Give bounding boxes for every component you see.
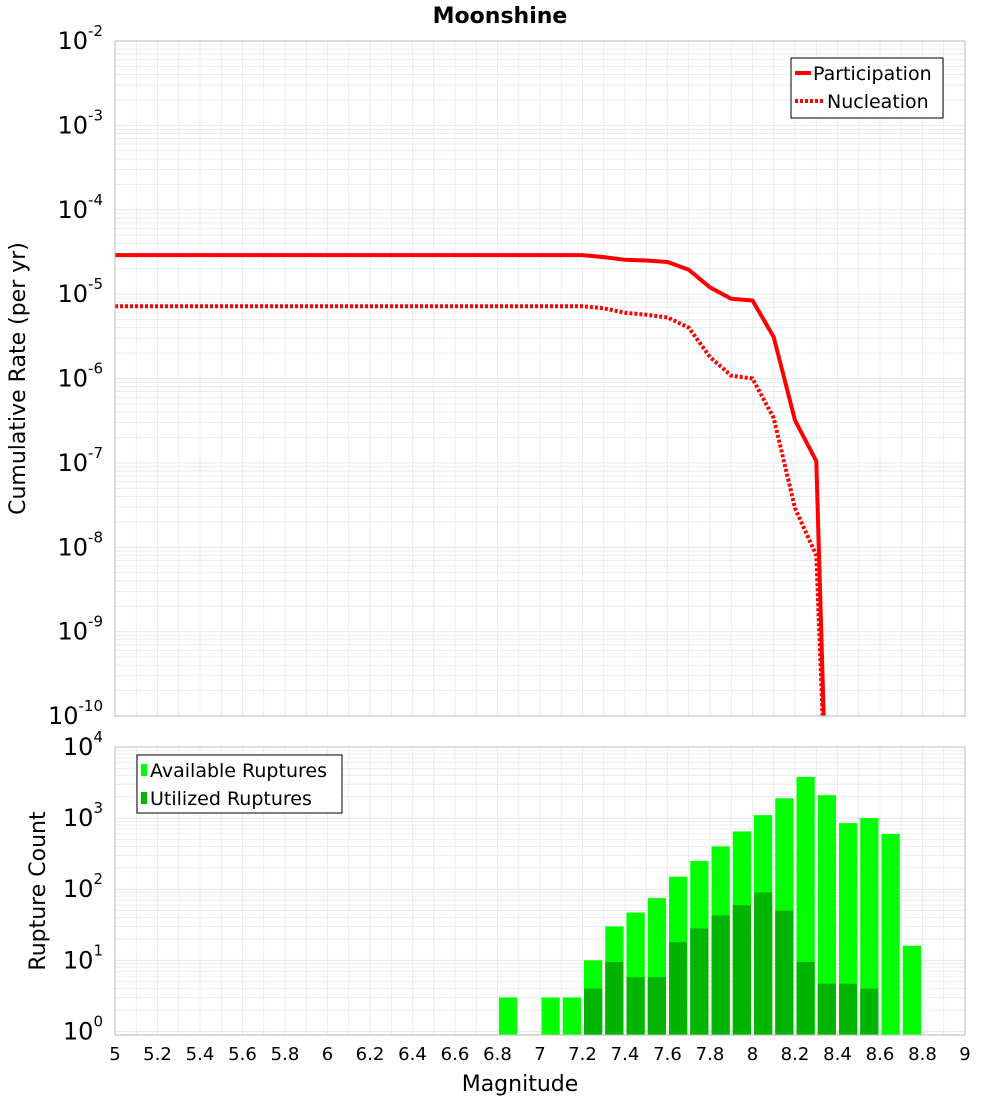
xtick-label: 6.2 — [356, 1044, 385, 1065]
bar-available — [562, 997, 581, 1035]
bar-utilized — [711, 915, 730, 1035]
bar-utilized — [647, 977, 666, 1035]
legend-swatch-available-ruptures — [141, 764, 147, 776]
bar-available — [839, 823, 858, 1035]
xtick-label: 8.6 — [866, 1044, 895, 1065]
xtick-label: 7.6 — [653, 1044, 682, 1065]
bar-utilized — [732, 904, 751, 1035]
xtick-label: 9 — [959, 1044, 970, 1065]
count-ytick-label: 101 — [63, 941, 103, 974]
xtick-label: 8.4 — [823, 1044, 852, 1065]
bar-available — [881, 833, 900, 1035]
rate-ylabel: Cumulative Rate (per yr) — [6, 242, 31, 515]
xtick-label: 7.2 — [568, 1044, 597, 1065]
series-line-nucleation — [115, 304, 825, 717]
bar-utilized — [626, 977, 645, 1035]
xtick-label: 7.8 — [696, 1044, 725, 1065]
bar-available — [902, 945, 921, 1035]
bar-utilized — [669, 942, 688, 1035]
bar-utilized — [605, 961, 624, 1035]
bar-available — [817, 795, 836, 1035]
count-ytick-label: 100 — [63, 1012, 103, 1045]
legend-label-available-ruptures: Available Ruptures — [150, 760, 327, 782]
rate-ytick-label: 10-4 — [57, 191, 103, 224]
count-ytick-label: 102 — [63, 870, 103, 903]
xtick-label: 8.2 — [781, 1044, 810, 1065]
rupture-count-panel: 100 101 102 103 104 Rupture Count 5 5.2 5.4 5.6 5.… — [26, 728, 971, 1097]
xtick-label: 5.4 — [186, 1044, 215, 1065]
chart-title: Moonshine — [433, 4, 568, 29]
bar-utilized — [690, 928, 709, 1035]
bar-available — [541, 997, 560, 1035]
xtick-label: 6.6 — [441, 1044, 470, 1065]
legend-label-participation: Participation — [813, 63, 932, 85]
count-legend — [136, 754, 343, 814]
rate-panel: 10-10 10-9 10-8 10-7 10-6 10-5 10-4 10-3 10-2 Cum… — [6, 22, 966, 730]
legend-label-utilized-ruptures: Utilized Ruptures — [150, 788, 312, 810]
xtick-label: 7 — [534, 1044, 545, 1065]
count-frame — [114, 746, 966, 1036]
xtick-label: 5.8 — [271, 1044, 300, 1065]
count-ytick-label: 104 — [63, 728, 103, 761]
xtick-label: 5.2 — [143, 1044, 172, 1065]
xtick-label: 7.4 — [611, 1044, 640, 1065]
xtick-label: 6 — [322, 1044, 333, 1065]
series-line-participation — [115, 253, 826, 717]
rate-legend — [790, 57, 944, 119]
count-ytick-label: 103 — [63, 799, 103, 832]
bar-utilized — [754, 892, 773, 1035]
xtick-label: 8.8 — [908, 1044, 937, 1065]
bar-utilized — [796, 961, 815, 1035]
xtick-label: 8 — [747, 1044, 758, 1065]
rate-ytick-label: 10-6 — [57, 360, 103, 393]
bar-utilized — [584, 988, 603, 1035]
legend-label-nucleation: Nucleation — [827, 91, 929, 113]
rate-ytick-label: 10-5 — [57, 275, 103, 308]
xtick-label: 6.4 — [398, 1044, 427, 1065]
bar-available — [499, 997, 518, 1035]
rate-ytick-label: 10-3 — [57, 106, 103, 139]
rate-ytick-label: 10-10 — [48, 697, 103, 730]
bar-available — [860, 818, 879, 1035]
bar-utilized — [839, 983, 858, 1035]
count-ylabel: Rupture Count — [26, 811, 51, 971]
rate-ytick-label: 10-7 — [57, 444, 103, 477]
rate-ytick-label: 10-9 — [57, 613, 103, 646]
legend-swatch-utilized-ruptures — [141, 792, 147, 804]
bar-utilized — [817, 983, 836, 1035]
bar-utilized — [775, 910, 794, 1035]
xlabel: Magnitude — [462, 1072, 579, 1097]
bar-utilized — [860, 988, 879, 1035]
rate-ytick-label: 10-8 — [57, 528, 103, 561]
xtick-label: 5.6 — [228, 1044, 257, 1065]
rate-frame — [114, 40, 966, 717]
rate-ytick-label: 10-2 — [57, 22, 103, 55]
xtick-label: 5 — [109, 1044, 120, 1065]
xtick-label: 6.8 — [483, 1044, 512, 1065]
